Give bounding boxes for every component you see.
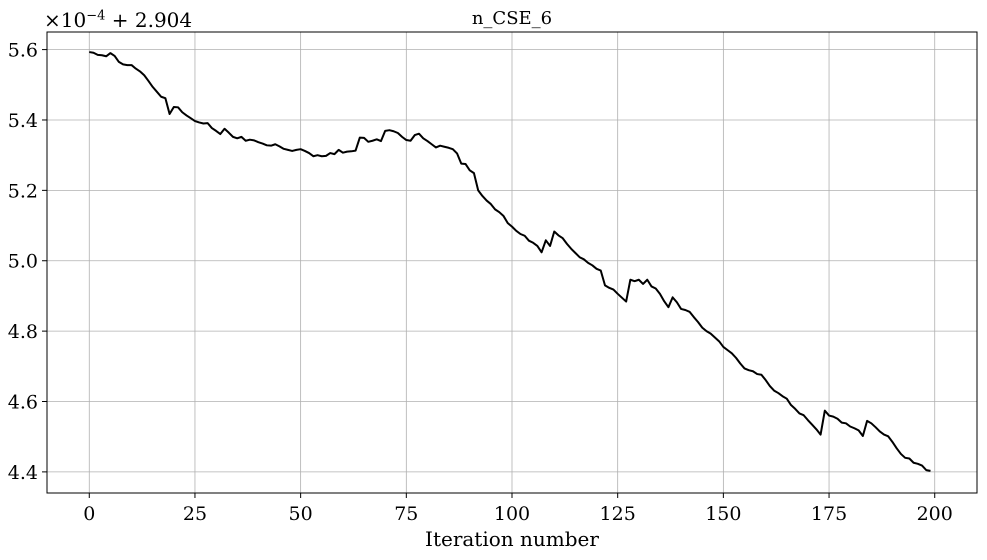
y-offset-exponent: −4 xyxy=(86,8,106,24)
y-offset-label: ×10−4 + 2.904 xyxy=(44,8,192,32)
y-tick-label: 5.2 xyxy=(8,180,38,202)
x-tick-label: 150 xyxy=(705,503,741,525)
x-tick-label: 25 xyxy=(183,503,207,525)
y-axis-ticks: 4.4 4.6 4.8 5.0 5.2 5.4 5.6 xyxy=(8,40,47,484)
plot-area xyxy=(89,51,931,472)
y-tick-label: 5.0 xyxy=(8,251,38,273)
y-offset-add: + 2.904 xyxy=(105,8,193,32)
chart-title: n_CSE_6 xyxy=(472,8,552,29)
series-line xyxy=(89,51,931,472)
x-tick-label: 175 xyxy=(811,503,847,525)
x-axis-ticks: 0 25 50 75 100 125 150 175 200 xyxy=(83,493,953,525)
y-tick-label: 4.6 xyxy=(8,392,38,414)
x-tick-label: 100 xyxy=(494,503,530,525)
x-tick-label: 200 xyxy=(917,503,953,525)
x-axis-label: Iteration number xyxy=(425,527,599,551)
y-offset-mult: ×10 xyxy=(44,8,87,32)
y-tick-label: 5.6 xyxy=(8,40,38,62)
y-tick-label: 4.8 xyxy=(8,321,38,343)
x-tick-label: 0 xyxy=(83,503,95,525)
y-tick-label: 4.4 xyxy=(8,462,38,484)
x-tick-label: 125 xyxy=(600,503,636,525)
x-tick-label: 75 xyxy=(394,503,418,525)
grid xyxy=(47,32,977,493)
y-tick-label: 5.4 xyxy=(8,110,38,132)
x-tick-label: 50 xyxy=(289,503,313,525)
